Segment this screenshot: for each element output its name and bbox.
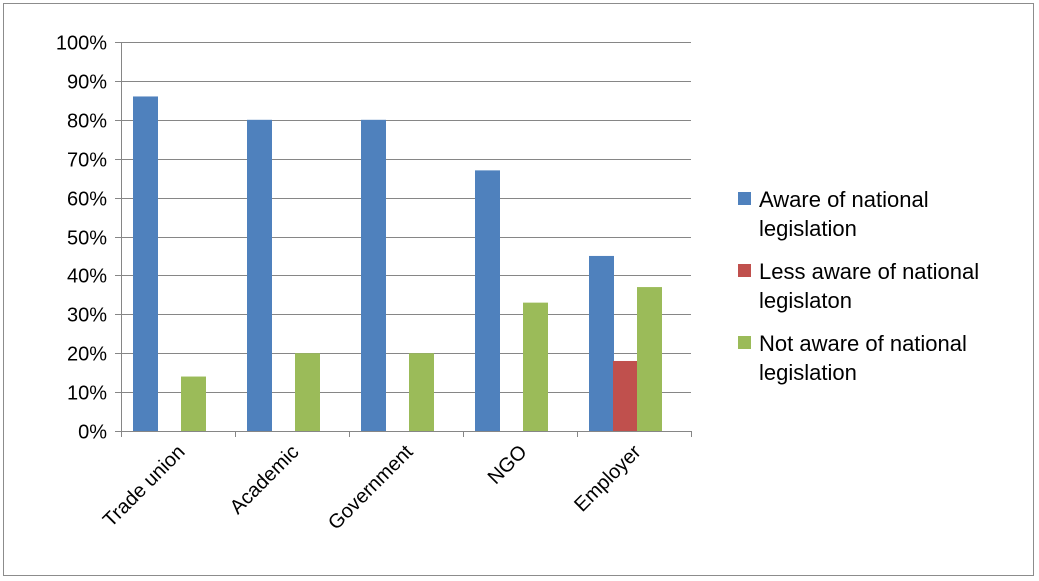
x-axis-ticks: Trade union Academic Government NGO Employer (99, 441, 646, 535)
x-tick-label: Government (324, 441, 418, 535)
bar-ngo-series-2 (523, 302, 548, 431)
bar-employer-series-2 (637, 287, 662, 431)
x-tick-label: Employer (570, 441, 646, 517)
y-axis-ticks: 0% 10% 20% 30% 40% 50% 60% 70% 80% 90% 100% (56, 33, 121, 444)
y-tick-label: 90% (67, 72, 107, 94)
y-tick-label: 100% (56, 33, 107, 55)
bar-ngo-series-0 (475, 170, 500, 431)
y-tick-label: 50% (67, 228, 107, 250)
x-tick-label: Academic (226, 441, 304, 519)
x-tick-label: NGO (484, 441, 532, 489)
chart-frame (3, 3, 1034, 576)
legend-item: Not aware of national legislation (738, 329, 1038, 387)
y-tick-label: 30% (67, 305, 107, 327)
y-tick-label: 20% (67, 344, 107, 366)
legend-swatch (738, 192, 751, 205)
bar-employer-series-1 (613, 360, 638, 431)
y-tick-label: 70% (67, 150, 107, 172)
legend-item: Aware of national legislation (738, 185, 1038, 243)
bar-academic-series-0 (247, 119, 272, 432)
legend-item: Less aware of national legislaton (738, 257, 1038, 315)
bar-government-series-0 (361, 119, 386, 432)
bar-employer-series-0 (589, 255, 614, 431)
x-tick-label: Trade union (99, 441, 190, 532)
y-tick-label: 10% (67, 383, 107, 405)
y-tick-label: 0% (78, 422, 107, 444)
bars (133, 96, 662, 432)
y-tick-label: 60% (67, 189, 107, 211)
legend-label: Less aware of national legislaton (759, 259, 980, 313)
bar-trade-union-series-0 (133, 96, 158, 432)
x-axis (121, 42, 692, 437)
bar-trade-union-series-2 (181, 376, 206, 431)
bar-academic-series-2 (295, 353, 320, 431)
y-tick-label: 80% (67, 111, 107, 133)
legend-label: Not aware of national legislation (759, 331, 967, 385)
legend-swatch (738, 336, 751, 349)
legend: Aware of national legislation Less aware … (738, 185, 1038, 401)
y-tick-label: 40% (67, 266, 107, 288)
bar-government-series-2 (409, 353, 434, 431)
legend-label: Aware of national legislation (759, 187, 929, 241)
legend-swatch (738, 264, 751, 277)
